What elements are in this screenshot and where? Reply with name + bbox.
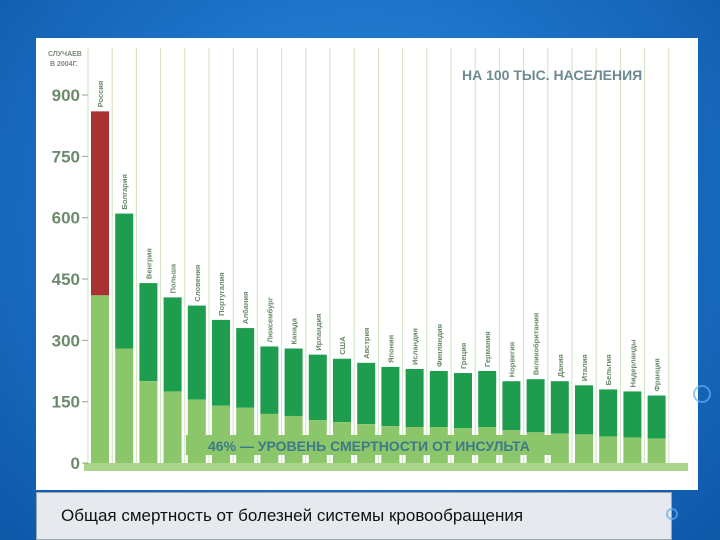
category-label: Греция [459, 343, 468, 369]
bar-total-16 [454, 373, 472, 429]
bar-total-22 [599, 389, 618, 437]
y-tick-label: 600 [52, 209, 80, 228]
bar-stroke-24 [647, 438, 666, 463]
bar-total-15 [429, 371, 448, 428]
category-label: Франция [653, 358, 662, 391]
y-tick-label: 300 [52, 331, 80, 350]
y-tick-label: 150 [52, 393, 80, 412]
bar-total-20 [550, 381, 569, 434]
category-label: Австрия [362, 328, 371, 359]
bar-total-5 [187, 305, 206, 400]
y-tick-label: 0 [71, 454, 80, 473]
y-tick-label: 450 [52, 270, 80, 289]
category-label: Люксембург [265, 297, 274, 342]
baseline-strip [84, 463, 688, 471]
bar-total-13 [381, 366, 400, 427]
y-axis-label-line2: В 2004Г. [50, 61, 78, 68]
bar-stroke-23 [623, 437, 642, 463]
category-label: Япония [386, 335, 395, 363]
bar-total-7 [236, 328, 255, 408]
decorative-circle-icon [666, 508, 678, 520]
bar-stroke-3 [139, 381, 158, 463]
category-label: Дания [556, 354, 565, 377]
category-label: Норвегия [507, 342, 516, 377]
category-label: Словения [193, 265, 202, 302]
category-label: Венгрия [144, 248, 153, 279]
bar-total-18 [502, 381, 521, 431]
caption-text: Общая смертность от болезней системы кро… [61, 506, 524, 525]
category-label: Албания [241, 292, 250, 324]
y-ticks: 0 150 300 450 600 750 900 [52, 86, 88, 473]
chart-title: НА 100 ТЫС. НАСЕЛЕНИЯ [462, 67, 642, 83]
y-axis-label-line1: СЛУЧАЕВ [48, 51, 82, 58]
bar-total-21 [575, 385, 593, 435]
category-label: Италия [580, 354, 589, 381]
bar-stroke-1 [91, 295, 109, 463]
category-label: Исландия [411, 328, 420, 365]
bar-total-1 [91, 111, 109, 296]
y-tick-label: 750 [52, 147, 80, 166]
stroke-annotation: 46% — УРОВЕНЬ СМЕРТНОСТИ ОТ ИНСУЛЬТА [208, 438, 530, 454]
category-label: Финляндия [435, 324, 444, 367]
chart-panel: 0 150 300 450 600 750 900 Россия Болгария Венгри… [36, 38, 698, 490]
bar-total-12 [357, 362, 376, 425]
bar-total-10 [308, 354, 327, 421]
bar-total-11 [333, 358, 351, 423]
bar-stroke-4 [163, 391, 182, 463]
bar-total-2 [115, 213, 134, 349]
mortality-chart: 0 150 300 450 600 750 900 Россия Болгария Венгри… [48, 48, 688, 473]
category-label: Польша [169, 263, 178, 293]
y-tick-label: 900 [52, 86, 80, 105]
bar-total-8 [260, 346, 279, 414]
category-label: Великобритания [532, 313, 541, 375]
category-label: Болгария [120, 174, 129, 209]
bar-total-19 [526, 379, 545, 433]
category-label: Португалия [217, 272, 226, 316]
category-label: Бельгия [604, 354, 613, 385]
bar-stroke-21 [575, 434, 593, 463]
bar-total-9 [284, 348, 303, 416]
category-label: Нидерланды [628, 339, 637, 387]
bar-total-4 [163, 297, 182, 392]
bar-stroke-2 [115, 348, 134, 463]
bar-total-23 [623, 391, 642, 438]
category-label: США [338, 336, 347, 355]
category-labels: Россия Болгария Венгрия Польша Словения Порту… [96, 81, 662, 392]
category-label: Германия [483, 331, 492, 367]
bar-total-6 [212, 319, 230, 406]
category-label: Канада [290, 317, 299, 344]
category-label: Ирландия [314, 314, 323, 351]
decorative-circle-icon [693, 385, 711, 403]
gridlines [84, 48, 688, 471]
bar-total-3 [139, 283, 158, 382]
bar-total-24 [647, 395, 666, 439]
bar-total-14 [405, 368, 424, 428]
annotation-background [186, 435, 562, 455]
caption-bar: Общая смертность от болезней системы кро… [36, 492, 672, 540]
category-label: Россия [96, 81, 105, 108]
bar-total-17 [478, 371, 497, 428]
bar-stroke-22 [599, 436, 618, 463]
